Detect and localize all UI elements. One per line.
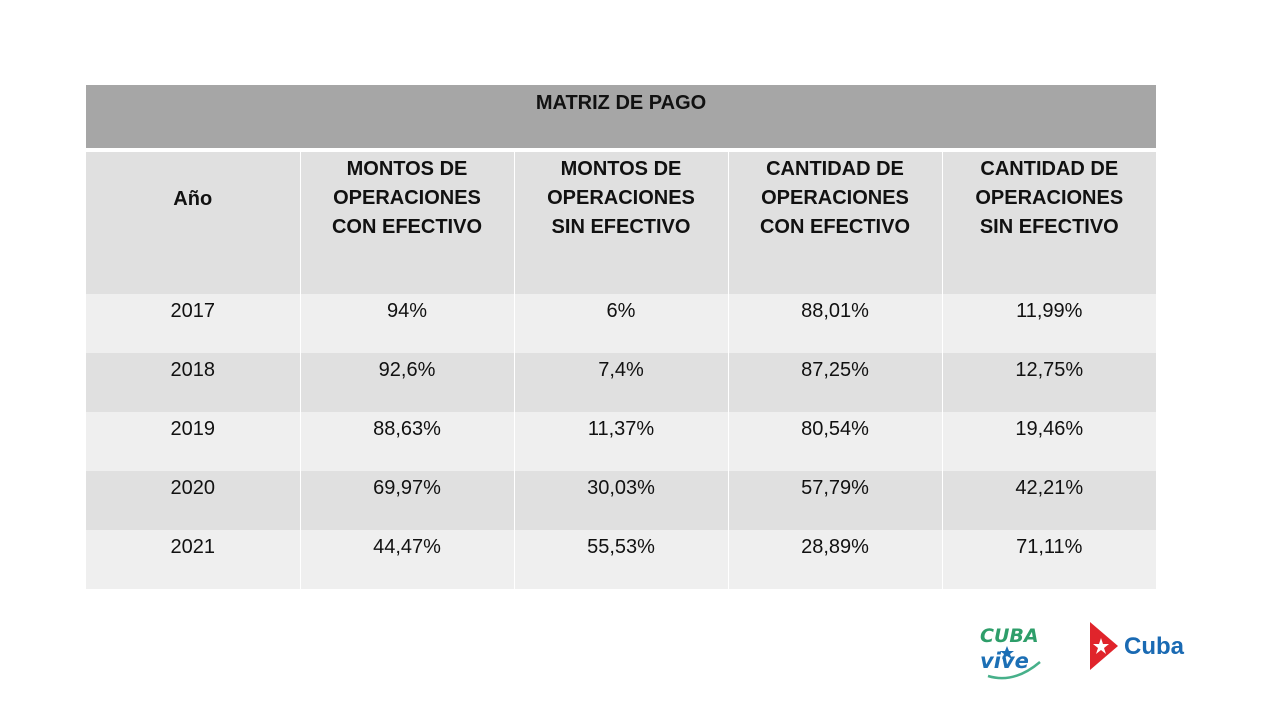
header-montos-con-efectivo: MONTOS DE OPERACIONES CON EFECTIVO <box>300 150 515 294</box>
cell-montos-sin-efectivo: 11,37% <box>514 412 729 471</box>
payment-matrix-table: MATRIZ DE PAGO Año MONTOS DE OPERACIONES… <box>86 85 1157 589</box>
cell-cantidad-sin-efectivo: 71,11% <box>942 530 1157 589</box>
flag-star-icon <box>1093 638 1109 654</box>
header-line: CON EFECTIVO <box>331 216 482 238</box>
header-line: CON EFECTIVO <box>759 216 910 238</box>
table-row: 2017 94% 6% 88,01% 11,99% <box>86 294 1157 353</box>
cell-montos-con-efectivo: 69,97% <box>300 471 515 530</box>
header-line: MONTOS DE <box>346 158 468 180</box>
header-line: OPERACIONES <box>547 187 695 209</box>
cell-cantidad-con-efectivo: 57,79% <box>728 471 943 530</box>
cell-montos-con-efectivo: 44,47% <box>300 530 515 589</box>
logo-vive-line2: vive <box>980 649 1029 673</box>
header-line: SIN EFECTIVO <box>551 216 691 238</box>
cell-montos-sin-efectivo: 6% <box>514 294 729 353</box>
cell-montos-con-efectivo: 88,63% <box>300 412 515 471</box>
header-line: MONTOS DE <box>560 158 682 180</box>
cell-cantidad-sin-efectivo: 11,99% <box>942 294 1157 353</box>
cell-year: 2019 <box>86 412 301 471</box>
cell-cantidad-con-efectivo: 88,01% <box>728 294 943 353</box>
header-line: OPERACIONES <box>333 187 481 209</box>
logo-vive-line1: CUBA <box>980 625 1039 647</box>
cell-montos-sin-efectivo: 7,4% <box>514 353 729 412</box>
swoosh-icon <box>987 661 1041 680</box>
star-icon <box>1000 646 1014 659</box>
cell-year: 2021 <box>86 530 301 589</box>
header-cantidad-con-efectivo: CANTIDAD DE OPERACIONES CON EFECTIVO <box>728 150 943 294</box>
table-header-row: Año MONTOS DE OPERACIONES CON EFECTIVO M… <box>86 150 1157 294</box>
header-line: Año <box>173 188 213 210</box>
cuba-vive-logo: CUBA vive <box>980 625 1041 680</box>
cell-year: 2018 <box>86 353 301 412</box>
cell-cantidad-sin-efectivo: 42,21% <box>942 471 1157 530</box>
cell-cantidad-con-efectivo: 28,89% <box>728 530 943 589</box>
header-line: OPERACIONES <box>761 187 909 209</box>
table-title: MATRIZ DE PAGO <box>86 85 1157 152</box>
header-line: SIN EFECTIVO <box>979 216 1119 238</box>
cell-cantidad-con-efectivo: 87,25% <box>728 353 943 412</box>
table-row: 2018 92,6% 7,4% 87,25% 12,75% <box>86 353 1157 412</box>
table-row: 2020 69,97% 30,03% 57,79% 42,21% <box>86 471 1157 530</box>
logo-cuba-text: Cuba <box>1124 633 1185 660</box>
cell-montos-con-efectivo: 94% <box>300 294 515 353</box>
cell-montos-sin-efectivo: 55,53% <box>514 530 729 589</box>
header-montos-sin-efectivo: MONTOS DE OPERACIONES SIN EFECTIVO <box>514 150 729 294</box>
cell-montos-sin-efectivo: 30,03% <box>514 471 729 530</box>
header-line: CANTIDAD DE <box>980 158 1119 180</box>
cell-cantidad-con-efectivo: 80,54% <box>728 412 943 471</box>
cell-year: 2020 <box>86 471 301 530</box>
cell-year: 2017 <box>86 294 301 353</box>
cell-montos-con-efectivo: 92,6% <box>300 353 515 412</box>
header-cantidad-sin-efectivo: CANTIDAD DE OPERACIONES SIN EFECTIVO <box>942 150 1157 294</box>
table-row: 2021 44,47% 55,53% 28,89% 71,11% <box>86 530 1157 589</box>
cuba-flag-logo: Cuba <box>1090 622 1185 670</box>
header-line: CANTIDAD DE <box>766 158 904 180</box>
header-year: Año <box>86 150 301 294</box>
cell-cantidad-sin-efectivo: 12,75% <box>942 353 1157 412</box>
table-title-row: MATRIZ DE PAGO <box>86 85 1157 152</box>
table-row: 2019 88,63% 11,37% 80,54% 19,46% <box>86 412 1157 471</box>
header-line: OPERACIONES <box>975 187 1124 209</box>
cell-cantidad-sin-efectivo: 19,46% <box>942 412 1157 471</box>
